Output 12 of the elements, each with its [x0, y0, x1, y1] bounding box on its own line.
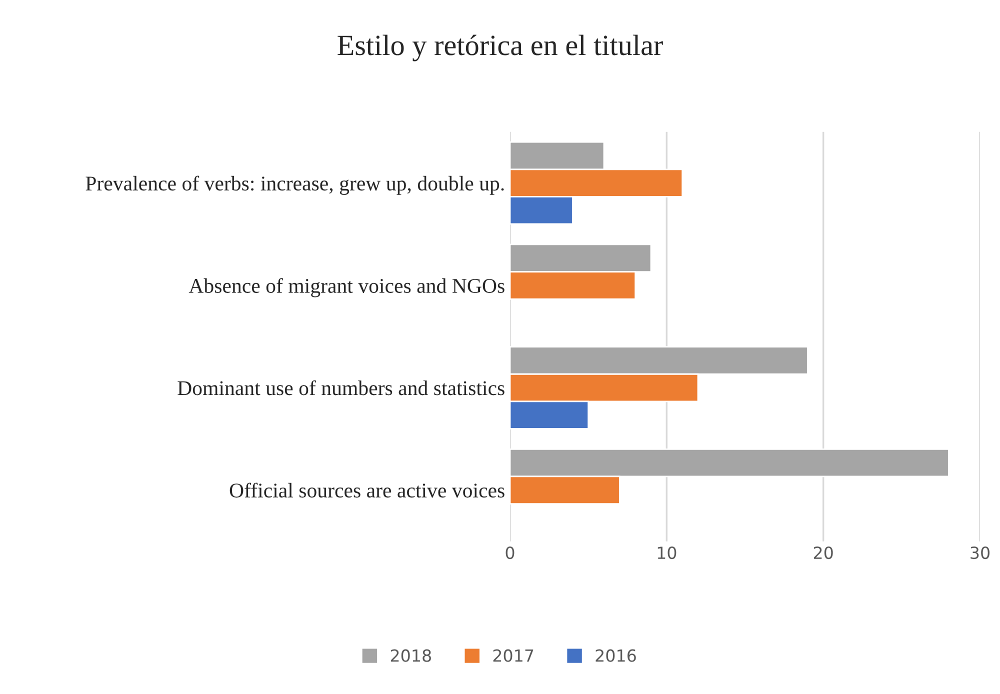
legend-label: 2016 [596, 649, 636, 662]
x-tick-label: 0 [506, 546, 514, 560]
legend-label: 2018 [390, 649, 431, 662]
y-tick-label: Dominant use of numbers and statistics [178, 380, 504, 396]
x-tick-label: 20 [814, 546, 833, 560]
legend-label: 2017 [493, 649, 534, 662]
y-tick-label: Prevalence of verbs: increase, grew up, double up. [86, 176, 504, 195]
x-tick-label: 30 [970, 546, 990, 560]
x-tick-label: 10 [658, 546, 676, 560]
y-tick-label: Official sources are active voices [230, 482, 504, 498]
chart-title: Estilo y retórica en el titular [338, 34, 663, 62]
y-tick-label: Absence of migrant voices and NGOs [188, 278, 504, 298]
